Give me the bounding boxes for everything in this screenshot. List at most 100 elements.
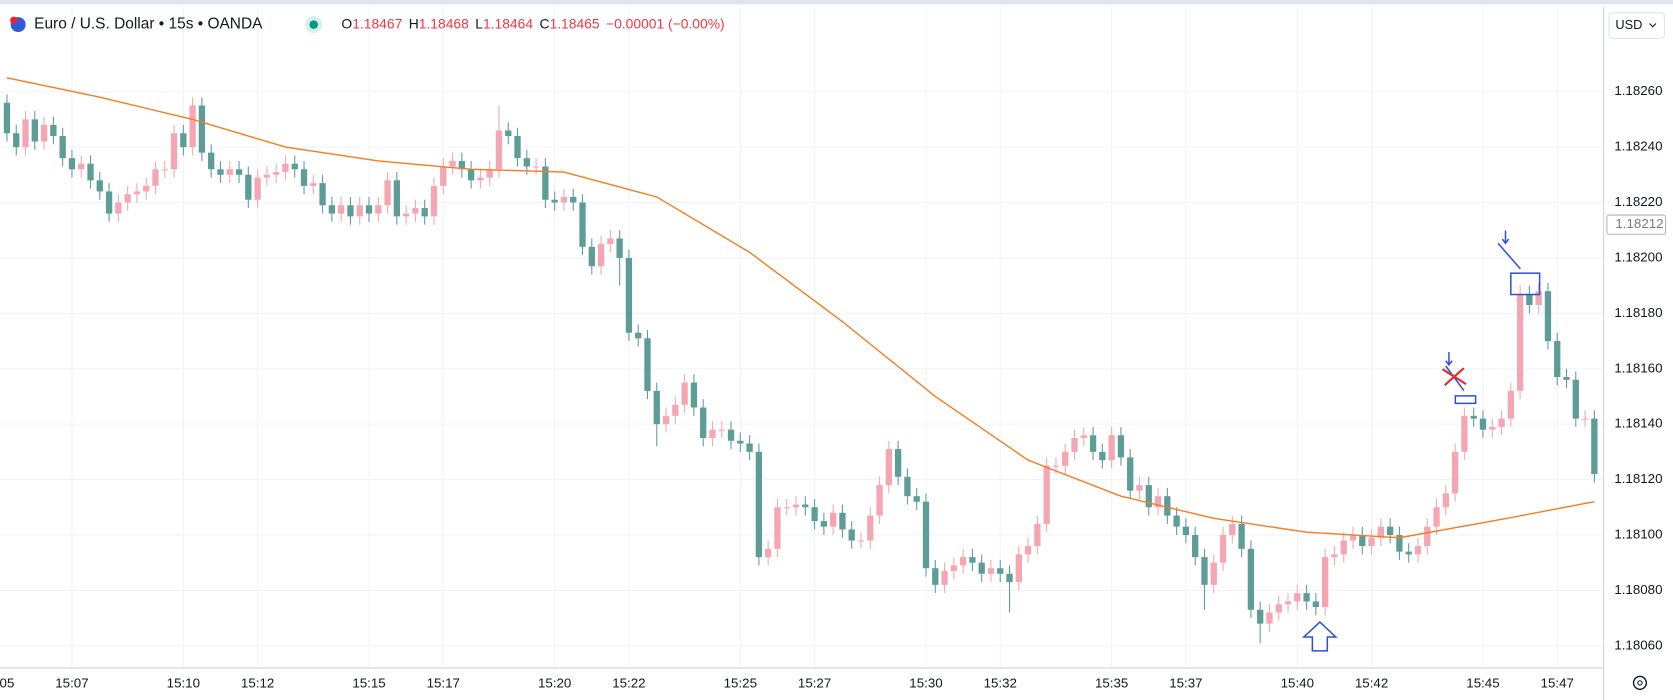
candle-body <box>1015 554 1022 583</box>
currency-button[interactable] <box>1608 12 1665 39</box>
candle-body <box>1424 526 1431 547</box>
candle-body <box>551 199 558 203</box>
candle-body <box>430 185 438 217</box>
x-tick-label: 15:12 <box>241 675 274 690</box>
candle-body <box>273 172 280 175</box>
candle-body <box>811 507 818 522</box>
candle-body <box>1117 435 1125 458</box>
candle-body <box>3 102 11 134</box>
candle-body <box>1294 593 1301 602</box>
candle-body <box>1303 593 1310 602</box>
x-tick-label: 15:42 <box>1355 675 1388 690</box>
candle-body <box>1136 485 1143 491</box>
candle-body <box>1526 293 1533 306</box>
candle-body <box>13 133 20 148</box>
settings-button[interactable] <box>1632 675 1648 690</box>
candle-body <box>1266 612 1273 624</box>
candle-body <box>189 105 196 148</box>
currency-button[interactable]: USD <box>1608 12 1665 39</box>
y-tick-label: 1.18200 <box>1614 249 1662 264</box>
candle-body <box>1127 457 1134 491</box>
candle-body <box>1535 291 1542 306</box>
candle-body <box>1442 493 1449 508</box>
candle-body <box>1080 435 1087 439</box>
candle-body <box>1386 526 1394 535</box>
candle-body <box>1581 418 1589 420</box>
candle-body <box>867 515 874 541</box>
candle-body <box>115 202 122 214</box>
symbol-title: Euro / U.S. Dollar • 15s • OANDA <box>34 16 263 33</box>
candle-body <box>198 105 206 153</box>
candle-body <box>709 429 716 439</box>
down-arrow-drawing <box>1445 352 1453 367</box>
candle-body <box>1563 377 1570 380</box>
candle-body <box>1368 537 1375 547</box>
candle-body <box>514 136 521 159</box>
candle-body <box>922 501 930 569</box>
x-tick-label: 15:25 <box>724 675 757 690</box>
candle-body <box>217 169 224 175</box>
candle-body <box>653 390 660 425</box>
dropdown-icon[interactable] <box>1649 23 1657 28</box>
candle-body <box>969 557 976 563</box>
candle-body <box>829 512 837 527</box>
candle-body <box>87 163 94 181</box>
legend-header: Euro / U.S. Dollar • 15s • OANDA O1.1846… <box>10 15 725 34</box>
settings-icon[interactable] <box>1632 675 1648 690</box>
candle-body <box>746 443 753 452</box>
candle-body <box>570 196 577 203</box>
candle-body <box>180 133 187 148</box>
up-arrow-drawing <box>1301 621 1338 652</box>
x-tick-label: 15:15 <box>352 675 385 690</box>
candle-body <box>959 557 967 566</box>
candle-body <box>1052 465 1060 467</box>
candle-body <box>1043 465 1050 524</box>
settings-icon[interactable] <box>1637 680 1643 686</box>
ohlc-key: L <box>475 15 483 31</box>
candle-body <box>124 194 131 203</box>
candle-body <box>1145 485 1152 508</box>
y-tick-label: 1.18080 <box>1614 582 1662 597</box>
candle-body <box>1544 291 1552 342</box>
candle-body <box>1192 534 1199 558</box>
candle-body <box>245 174 252 200</box>
y-tick-label: 1.18100 <box>1614 526 1662 541</box>
candle-body <box>161 169 168 171</box>
candle-body <box>737 440 744 444</box>
x-tick-label: 15:05 <box>0 675 14 690</box>
candle-body <box>523 158 530 167</box>
candle-body <box>1591 418 1598 475</box>
candle-body <box>1238 523 1245 549</box>
candle-body <box>941 570 948 585</box>
candle-body <box>542 166 549 200</box>
candle-body <box>1099 451 1106 461</box>
candle-body <box>635 332 642 339</box>
candle-body <box>913 496 920 502</box>
price-marker-label: 1.18212 <box>1615 216 1663 231</box>
candle-body <box>170 133 178 170</box>
candle-body <box>440 166 447 186</box>
candle-body <box>1359 534 1366 547</box>
y-tick-label: 1.18140 <box>1614 416 1662 431</box>
candle-body <box>1451 451 1459 494</box>
axes: 1.18060 1.18080 1.18100 1.18120 1.18140 1.181… <box>0 6 1667 700</box>
y-tick-label: 1.18260 <box>1614 83 1662 98</box>
y-tick-label: 1.18180 <box>1614 305 1662 320</box>
candle-body <box>560 196 568 203</box>
candle-body <box>365 205 373 214</box>
candle-body <box>950 565 957 571</box>
x-tick-label: 15:10 <box>167 675 200 690</box>
currency-label[interactable]: USD <box>1615 17 1642 32</box>
candle-body <box>894 449 902 477</box>
candle-body <box>718 429 725 431</box>
y-tick-label: 1.18220 <box>1614 194 1662 209</box>
candle-body <box>477 177 484 181</box>
candle-body <box>1405 551 1412 555</box>
candle-body <box>449 160 456 167</box>
top-border <box>0 0 1673 5</box>
candle-body <box>1182 526 1190 535</box>
x-tick-label: 15:32 <box>984 675 1017 690</box>
